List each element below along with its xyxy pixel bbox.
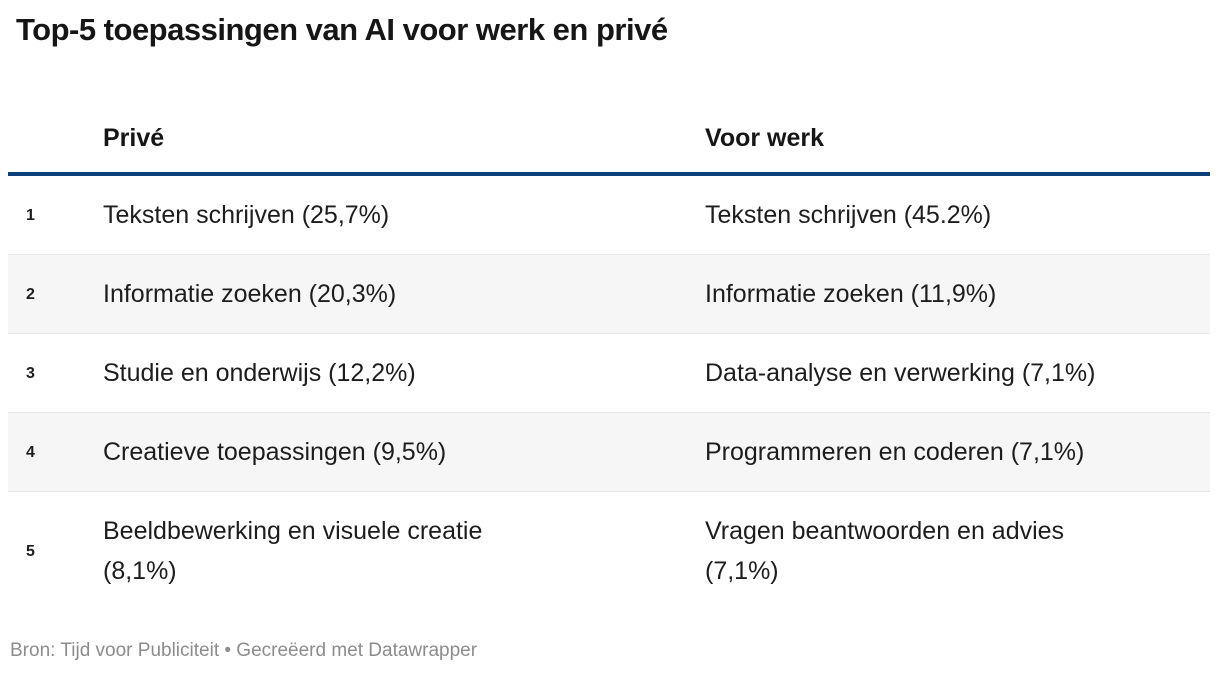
table-row: 3 Studie en onderwijs (12,2%) Data-analy… [8, 333, 1210, 413]
table-row: 4 Creatieve toepassingen (9,5%) Programm… [8, 412, 1210, 492]
table-header: Privé Voor werk [8, 50, 1210, 177]
header-row: Privé Voor werk [8, 50, 1210, 177]
column-header-prive: Privé [103, 50, 705, 177]
rank-cell: 3 [8, 333, 103, 413]
table-body: 1 Teksten schrijven (25,7%) Teksten schr… [8, 174, 1210, 611]
table-row: 2 Informatie zoeken (20,3%) Informatie z… [8, 254, 1210, 334]
rank-cell: 4 [8, 412, 103, 492]
rank-cell: 2 [8, 254, 103, 334]
werk-cell: Informatie zoeken (11,9%) [705, 254, 1210, 334]
top5-ai-table: Privé Voor werk 1 Teksten schrijven (25,… [8, 50, 1210, 611]
column-header-voor-werk: Voor werk [705, 50, 1210, 177]
source-credit-line: Bron: Tijd voor Publiciteit • Gecreëerd … [10, 640, 478, 662]
prive-cell: Teksten schrijven (25,7%) [103, 201, 390, 230]
table-row: 5 Beeldbewerking en visuele creatie (8,1… [8, 491, 1210, 611]
werk-cell: Vragen beantwoorden en advies (7,1%) [705, 491, 1210, 611]
werk-cell: Data-analyse en verwerking (7,1%) [705, 333, 1210, 413]
prive-cell: Creatieve toepassingen (9,5%) [103, 412, 705, 492]
werk-cell: Programmeren en coderen (7,1%) [705, 412, 1210, 492]
chart-title: Top-5 toepassingen van AI voor werk en p… [16, 12, 668, 47]
datawrapper-table-chart: Top-5 toepassingen van AI voor werk en p… [0, 10, 1220, 686]
column-header-rank [8, 50, 103, 177]
table-row: 1 Teksten schrijven (25,7%) Teksten schr… [8, 174, 1210, 255]
rank-cell: 1 [26, 206, 35, 224]
rank-cell: 5 [8, 491, 103, 611]
prive-cell: Studie en onderwijs (12,2%) [103, 333, 705, 413]
prive-cell: Informatie zoeken (20,3%) [103, 254, 705, 334]
prive-cell: Beeldbewerking en visuele creatie (8,1%) [103, 491, 705, 611]
werk-cell: Teksten schrijven (45.2%) [705, 201, 992, 230]
